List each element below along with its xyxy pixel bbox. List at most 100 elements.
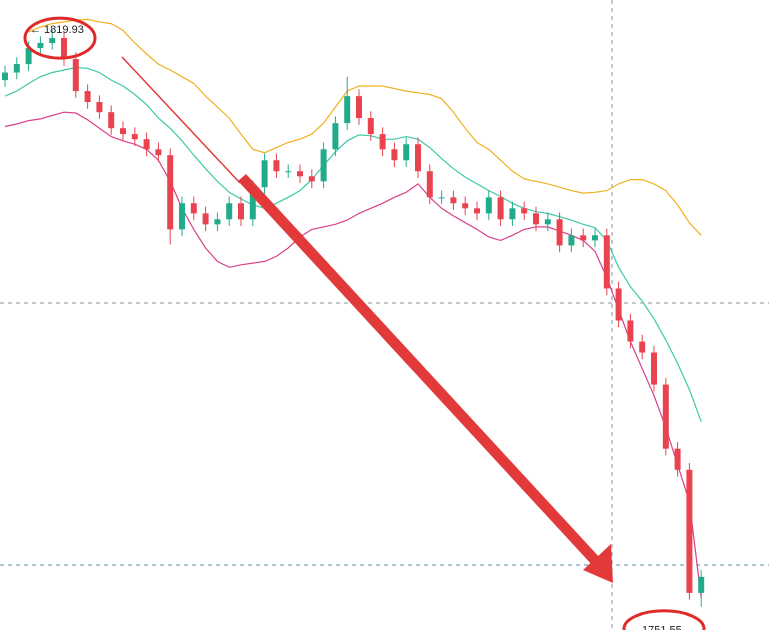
candle — [72, 52, 79, 98]
candle-body — [49, 37, 56, 44]
candle-body — [497, 197, 504, 220]
candle-body — [533, 213, 539, 225]
candle-body — [37, 43, 44, 49]
annotation-circle — [622, 609, 706, 630]
candle — [120, 121, 126, 141]
candle-body — [450, 197, 457, 204]
candle — [580, 228, 587, 248]
candle-body — [698, 576, 705, 593]
candle-body — [615, 288, 622, 321]
arrow-shaft — [238, 174, 601, 566]
candle-body — [13, 64, 20, 73]
candle-body — [344, 96, 351, 124]
candle — [320, 142, 327, 189]
candle — [49, 30, 56, 50]
candle — [13, 57, 20, 80]
candle-body — [592, 235, 598, 241]
candle — [485, 190, 492, 221]
candle — [226, 196, 233, 227]
candle — [391, 142, 398, 167]
plot — [2, 18, 705, 607]
candle — [521, 201, 528, 221]
candle-body — [568, 235, 575, 246]
candle-body — [84, 91, 91, 103]
candle-body — [108, 112, 115, 129]
candle — [261, 153, 268, 194]
candle-body — [167, 155, 174, 230]
candle-body — [285, 171, 292, 173]
candle — [474, 201, 480, 221]
trend-arrow — [121, 56, 613, 583]
candle-body — [639, 341, 646, 353]
candle — [403, 137, 410, 167]
candle-body — [544, 219, 551, 225]
candle-body — [190, 203, 197, 214]
candle — [297, 164, 303, 184]
candle-body — [521, 208, 528, 214]
candle-body — [320, 149, 327, 182]
candle — [308, 169, 315, 189]
candle-body — [462, 203, 469, 209]
candle-body — [485, 197, 492, 214]
candle-body — [249, 187, 256, 220]
band-line — [4, 66, 702, 422]
candle — [426, 164, 433, 205]
candle — [651, 345, 657, 392]
arrow-thin — [121, 56, 241, 184]
candle-body — [379, 134, 386, 150]
candle — [155, 142, 162, 162]
candle — [285, 164, 292, 178]
annotation-label: ← 1819.93 — [30, 24, 84, 36]
candle-body — [131, 134, 138, 140]
annotation-label: 1751.55 → — [642, 625, 696, 630]
candle — [108, 105, 115, 135]
candle-body — [580, 235, 587, 241]
candle-body — [143, 139, 150, 150]
candle-body — [297, 171, 303, 177]
candle — [179, 196, 185, 237]
band-line — [28, 18, 702, 236]
candle-body — [214, 219, 221, 225]
candle — [556, 212, 563, 253]
candle — [674, 441, 681, 477]
candle-body — [391, 149, 398, 161]
candle-body — [415, 144, 421, 172]
candle — [603, 228, 610, 296]
candle — [2, 65, 8, 87]
candle-body — [61, 37, 67, 60]
candle — [497, 190, 504, 227]
candle — [37, 36, 44, 55]
candle-body — [438, 197, 445, 199]
candle-body — [202, 213, 209, 225]
candle-body — [96, 102, 103, 113]
candle — [96, 95, 103, 119]
candle — [686, 463, 693, 600]
candle — [533, 206, 539, 232]
candle-body — [426, 171, 433, 198]
candle-body — [367, 118, 374, 135]
candle — [662, 377, 669, 456]
candle — [356, 89, 362, 125]
candle — [592, 228, 598, 248]
annotation-circle — [23, 16, 97, 60]
candle — [84, 84, 91, 109]
candle — [61, 31, 67, 66]
arrow-head — [583, 544, 613, 583]
candle-body — [155, 149, 162, 156]
candle — [415, 137, 421, 178]
candle — [131, 127, 138, 146]
candle — [698, 570, 705, 607]
candle-body — [72, 59, 79, 92]
candle-body — [662, 384, 669, 449]
candle — [544, 212, 551, 232]
candle — [379, 127, 386, 157]
candle — [273, 153, 280, 178]
candle — [202, 206, 209, 232]
candle-body — [261, 160, 268, 188]
candle — [627, 313, 634, 349]
candle-body — [273, 160, 280, 172]
candle-body — [674, 448, 681, 470]
candle — [509, 201, 516, 227]
candle — [568, 228, 575, 253]
